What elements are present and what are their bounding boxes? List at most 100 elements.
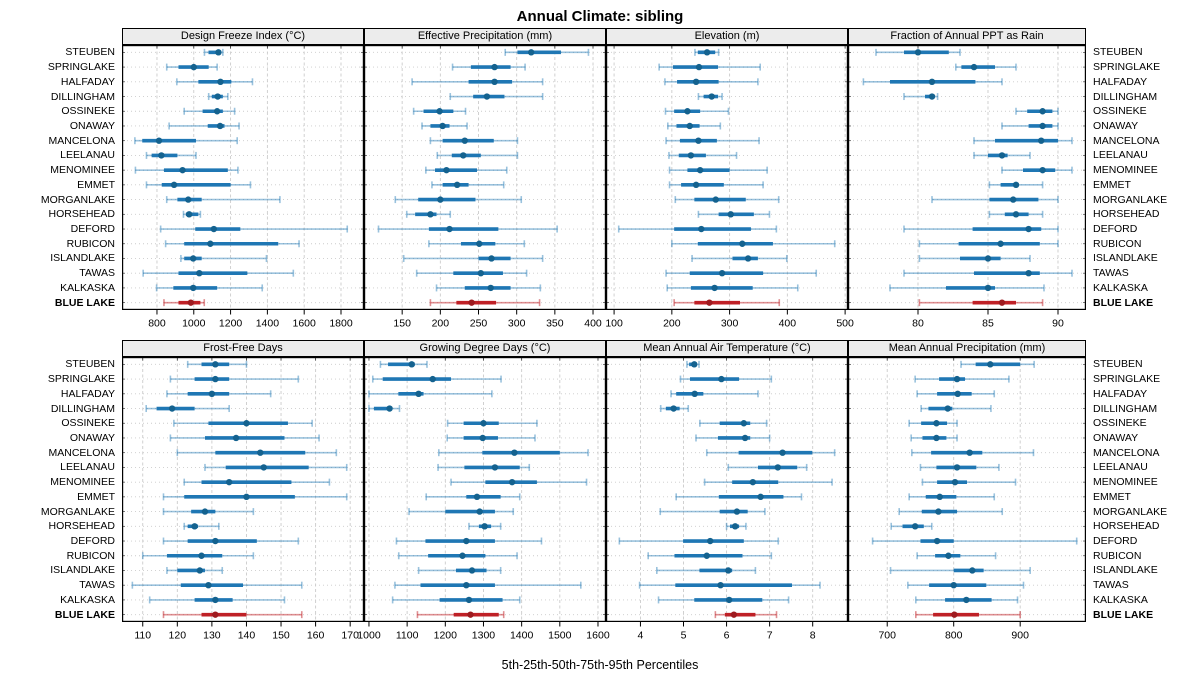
- median-dot: [190, 63, 197, 71]
- panel-border: [122, 45, 365, 310]
- median-dot: [467, 611, 474, 618]
- interval-row: [428, 240, 526, 248]
- interval-row: [725, 522, 747, 530]
- interval-row: [169, 375, 300, 383]
- panel-strip-title: Mean Annual Air Temperature (°C): [606, 340, 848, 357]
- axis-tick-label: 400: [584, 318, 602, 330]
- axis-tick-label: 4: [638, 630, 644, 642]
- interval-row: [131, 581, 303, 589]
- median-dot: [1039, 122, 1046, 130]
- axis-tick-label: 1300: [472, 630, 496, 642]
- median-dot: [914, 49, 922, 56]
- interval-row: [921, 478, 1017, 486]
- site-label: MENOMINEE: [50, 476, 115, 489]
- axis-tick-label: 7: [767, 630, 773, 642]
- interval-row: [429, 137, 519, 145]
- site-label: HORSEHEAD: [1093, 520, 1160, 533]
- axis-tick-label: 130: [203, 630, 221, 642]
- interval-row: [659, 405, 690, 413]
- interval-row: [391, 596, 521, 604]
- axis-tick-label: 900: [1011, 630, 1029, 642]
- interval-row: [915, 596, 1019, 604]
- median-dot: [749, 478, 757, 486]
- interval-row: [666, 122, 722, 130]
- site-label: TAWAS: [79, 267, 115, 280]
- interval-row: [182, 210, 202, 218]
- axis-tick-label: 8: [810, 630, 816, 642]
- interval-row: [973, 137, 1073, 145]
- site-label: OSSINEKE: [61, 417, 115, 430]
- interval-row: [425, 493, 521, 501]
- median-dot: [1038, 137, 1045, 144]
- median-dot: [936, 493, 943, 501]
- interval-row: [173, 419, 313, 427]
- interval-row: [931, 196, 1059, 204]
- median-dot: [928, 93, 936, 100]
- interval-row: [697, 210, 771, 218]
- median-dot: [731, 523, 739, 530]
- median-dot: [488, 255, 495, 262]
- interval-row: [435, 284, 542, 292]
- median-dot: [465, 596, 473, 604]
- panel-border: [364, 45, 607, 310]
- panel-border: [848, 45, 1087, 310]
- interval-row: [699, 419, 768, 427]
- median-dot: [687, 152, 695, 159]
- median-dot: [733, 508, 741, 515]
- median-dot: [198, 552, 205, 559]
- site-label: ONAWAY: [1093, 431, 1139, 444]
- panel: Mean Annual Air Temperature (°C) 4 5 6 7 8: [606, 340, 849, 648]
- site-label: LEELANAU: [60, 149, 115, 162]
- axis-tick-label: 85: [982, 318, 994, 330]
- median-dot: [429, 375, 436, 383]
- median-dot: [911, 523, 919, 530]
- median-dot: [212, 596, 219, 604]
- median-dot: [953, 375, 961, 383]
- median-dot: [225, 478, 233, 486]
- panel-strip-title: Fraction of Annual PPT as Rain: [848, 28, 1086, 45]
- median-dot: [215, 49, 222, 56]
- median-dot: [446, 225, 453, 233]
- site-label: EMMET: [77, 178, 115, 191]
- interval-row: [162, 493, 348, 501]
- axis-tick-label: 1500: [548, 630, 572, 642]
- median-dot: [1039, 108, 1046, 115]
- site-label: KALKASKA: [1093, 281, 1148, 294]
- interval-row: [451, 63, 526, 71]
- median-dot: [1025, 269, 1032, 277]
- median-dot: [439, 122, 446, 130]
- panel-plot: 150 200 250 300 350 400: [364, 45, 607, 330]
- interval-row: [449, 93, 544, 101]
- site-label: SPRINGLAKE: [1093, 61, 1161, 74]
- interval-row: [412, 107, 467, 115]
- panel-row-2: STEUBEN SPRINGLAKE HALFADAY DILLINGHAM OSSIN…: [0, 340, 1200, 648]
- interval-row: [162, 537, 300, 545]
- axis-tick-label: 1400: [510, 630, 534, 642]
- median-dot: [212, 361, 219, 368]
- interval-row: [148, 596, 286, 604]
- median-dot: [201, 508, 209, 515]
- interval-row: [889, 284, 1045, 292]
- percentiles-caption: 5th-25th-50th-75th-95th Percentiles: [501, 658, 699, 672]
- axis-tick-label: 1600: [586, 630, 610, 642]
- interval-row: [504, 48, 590, 56]
- site-label: TAWAS: [1093, 267, 1129, 280]
- median-dot: [1010, 196, 1017, 203]
- site-label: LEELANAU: [1093, 149, 1148, 162]
- median-dot: [741, 434, 749, 442]
- axis-tick-label: 150: [393, 318, 411, 330]
- interval-row: [402, 254, 544, 262]
- median-dot: [208, 390, 216, 398]
- median-dot: [695, 63, 703, 71]
- interval-row: [916, 552, 997, 560]
- interval-row: [1001, 166, 1073, 174]
- panel-strip-title: Effective Precipitation (mm): [364, 28, 606, 45]
- site-label: ONAWAY: [69, 431, 115, 444]
- site-label-column-left: STEUBEN SPRINGLAKE HALFADAY DILLINGHAM OSSIN…: [0, 357, 122, 622]
- median-dot: [205, 581, 212, 589]
- site-label: KALKASKA: [1093, 593, 1148, 606]
- interval-row: [705, 449, 836, 457]
- site-label: OSSINEKE: [1093, 417, 1147, 430]
- chart-title: Annual Climate: sibling: [516, 8, 684, 25]
